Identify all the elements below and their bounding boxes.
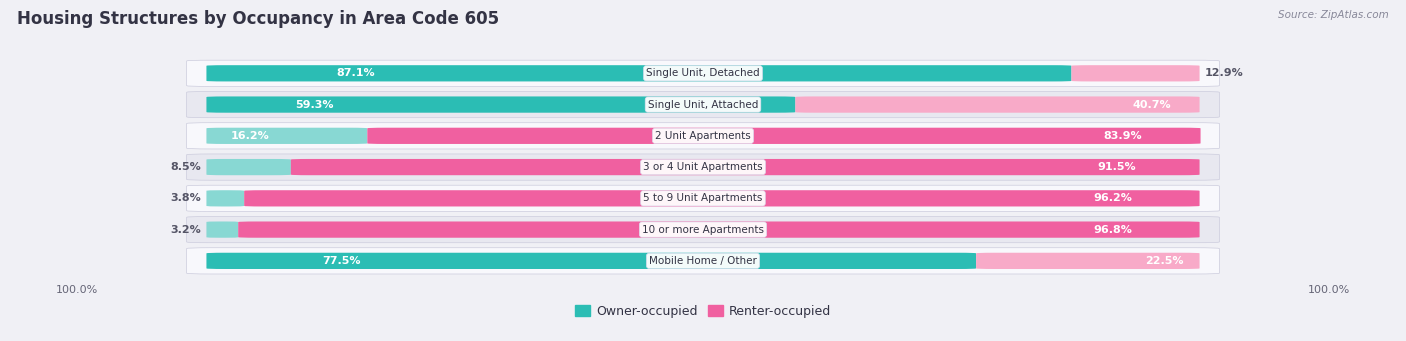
- FancyBboxPatch shape: [207, 65, 1071, 81]
- Text: 87.1%: 87.1%: [336, 68, 375, 78]
- FancyBboxPatch shape: [367, 128, 1201, 144]
- Text: 91.5%: 91.5%: [1097, 162, 1136, 172]
- FancyBboxPatch shape: [187, 217, 1219, 243]
- Text: 10 or more Apartments: 10 or more Apartments: [643, 225, 763, 235]
- FancyBboxPatch shape: [207, 222, 238, 238]
- FancyBboxPatch shape: [207, 159, 291, 175]
- Text: Mobile Home / Other: Mobile Home / Other: [650, 256, 756, 266]
- FancyBboxPatch shape: [207, 97, 796, 113]
- FancyBboxPatch shape: [187, 185, 1219, 211]
- Text: 5 to 9 Unit Apartments: 5 to 9 Unit Apartments: [644, 193, 762, 203]
- FancyBboxPatch shape: [1071, 65, 1199, 81]
- FancyBboxPatch shape: [238, 222, 1199, 238]
- Text: 2 Unit Apartments: 2 Unit Apartments: [655, 131, 751, 141]
- FancyBboxPatch shape: [796, 97, 1199, 113]
- Text: 40.7%: 40.7%: [1133, 100, 1171, 109]
- FancyBboxPatch shape: [976, 253, 1199, 269]
- Text: 3.8%: 3.8%: [170, 193, 201, 203]
- FancyBboxPatch shape: [187, 154, 1219, 180]
- Text: 59.3%: 59.3%: [295, 100, 333, 109]
- Text: 77.5%: 77.5%: [322, 256, 360, 266]
- FancyBboxPatch shape: [187, 248, 1219, 274]
- Text: Single Unit, Detached: Single Unit, Detached: [647, 68, 759, 78]
- FancyBboxPatch shape: [291, 159, 1199, 175]
- Text: 8.5%: 8.5%: [170, 162, 201, 172]
- Text: 96.2%: 96.2%: [1094, 193, 1133, 203]
- Text: 83.9%: 83.9%: [1104, 131, 1142, 141]
- Text: Single Unit, Attached: Single Unit, Attached: [648, 100, 758, 109]
- Legend: Owner-occupied, Renter-occupied: Owner-occupied, Renter-occupied: [569, 300, 837, 323]
- FancyBboxPatch shape: [245, 190, 1199, 206]
- FancyBboxPatch shape: [207, 253, 976, 269]
- Text: 12.9%: 12.9%: [1205, 68, 1243, 78]
- Text: 3.2%: 3.2%: [170, 225, 201, 235]
- Text: 16.2%: 16.2%: [231, 131, 270, 141]
- Text: Source: ZipAtlas.com: Source: ZipAtlas.com: [1278, 10, 1389, 20]
- FancyBboxPatch shape: [187, 91, 1219, 118]
- Text: Housing Structures by Occupancy in Area Code 605: Housing Structures by Occupancy in Area …: [17, 10, 499, 28]
- FancyBboxPatch shape: [187, 60, 1219, 86]
- Text: 22.5%: 22.5%: [1146, 256, 1184, 266]
- FancyBboxPatch shape: [207, 128, 367, 144]
- FancyBboxPatch shape: [187, 123, 1219, 149]
- Text: 3 or 4 Unit Apartments: 3 or 4 Unit Apartments: [643, 162, 763, 172]
- FancyBboxPatch shape: [207, 190, 245, 206]
- Text: 96.8%: 96.8%: [1094, 225, 1132, 235]
